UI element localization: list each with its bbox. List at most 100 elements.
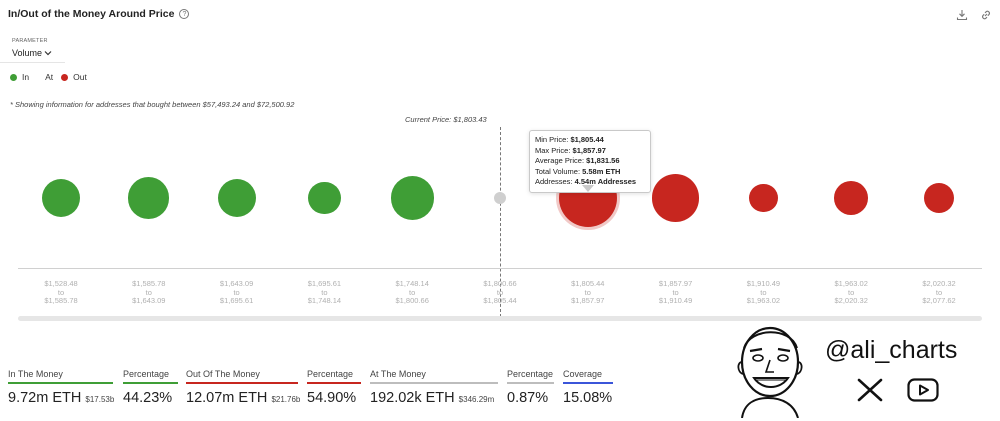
address-range-note: * Showing information for addresses that… — [10, 100, 295, 109]
bubble-in[interactable] — [128, 177, 170, 219]
bubble-in[interactable] — [217, 179, 256, 217]
youtube-play-icon[interactable] — [907, 378, 939, 402]
stat-label: Percentage — [307, 369, 354, 379]
bubble-out[interactable] — [652, 174, 700, 222]
price-range-label: $1,963.02 to $2,020.32 — [816, 279, 886, 306]
stat-value: 44.23% — [123, 390, 173, 406]
bubble-at[interactable] — [493, 191, 507, 205]
legend-out-dot — [61, 73, 69, 81]
stat-value: 12.07m ETH $21.76b — [186, 390, 301, 406]
price-range-label: $1,805.44 to $1,857.97 — [553, 279, 623, 306]
stat-at-the-money: At The Money 192.02k ETH $346.29m — [370, 369, 498, 406]
range-from: $1,805.44 — [571, 279, 605, 288]
bubble-out[interactable] — [748, 183, 778, 213]
range-from: $1,857.97 — [658, 279, 693, 288]
bubble-in[interactable] — [390, 176, 434, 220]
price-range-label: $1,910.49 to $1,963.02 — [728, 279, 798, 306]
parameter-value: Volume — [12, 48, 43, 58]
price-range-label: $2,020.32 to $2,077.62 — [904, 279, 974, 306]
stat-coverage: Coverage 15.08% — [563, 369, 613, 406]
tooltip-max-row: Max Price: $1,857.97 — [535, 145, 606, 155]
bubble-in[interactable] — [42, 179, 80, 217]
price-range-label: $1,585.78 to $1,643.09 — [114, 279, 184, 306]
stat-label: Percentage — [507, 369, 554, 379]
chart-scrollbar[interactable] — [18, 316, 982, 321]
range-joiner: to — [584, 287, 591, 297]
bubble-in[interactable] — [308, 181, 341, 215]
legend: In At Out — [10, 72, 87, 82]
bubble-out[interactable] — [834, 181, 869, 215]
stat-label: At The Money — [370, 369, 426, 379]
link-icon[interactable] — [980, 9, 992, 21]
current-price-label: Current Price: $1,803.43 — [405, 115, 487, 124]
stat-label: Coverage — [563, 369, 603, 379]
tooltip-pointer — [582, 185, 594, 192]
range-to: $1,963.02 — [746, 296, 781, 305]
stat-rule — [8, 382, 113, 384]
chevron-down-icon — [44, 51, 52, 56]
bubble-tooltip: Min Price: $1,805.44 Max Price: $1,857.9… — [529, 130, 651, 193]
range-from: $1,800.66 — [483, 279, 517, 288]
legend-out-label: Out — [73, 72, 87, 82]
range-joiner: to — [233, 287, 240, 297]
download-icon[interactable] — [956, 9, 968, 21]
stat-in-the-money: In The Money 9.72m ETH $17.53b — [8, 369, 115, 406]
range-to: $2,020.32 — [834, 296, 868, 305]
page-title: In/Out of the Money Around Price — [8, 8, 175, 20]
legend-at[interactable]: At — [45, 72, 53, 82]
tooltip-avg-row: Average Price: $1,831.56 — [535, 156, 620, 165]
stat-value: 9.72m ETH $17.53b — [8, 390, 115, 406]
range-from: $1,910.49 — [746, 279, 781, 288]
title-row: In/Out of the Money Around Price ? — [8, 8, 190, 20]
parameter-label: PARAMETER — [12, 38, 48, 44]
range-joiner: to — [672, 287, 679, 297]
price-range-label: $1,800.66 to $1,805.44 — [465, 279, 535, 306]
legend-in-label: In — [22, 72, 30, 82]
range-joiner: to — [848, 287, 855, 297]
parameter-divider — [0, 62, 65, 63]
stat-rule — [563, 382, 613, 384]
range-joiner: to — [57, 287, 65, 297]
stat-rule — [123, 382, 178, 384]
range-to: $1,748.14 — [307, 296, 342, 305]
top-actions — [956, 9, 992, 21]
price-range-label: $1,528.48 to $1,585.78 — [26, 279, 96, 306]
stat-value: 54.90% — [307, 390, 357, 406]
price-range-label: $1,643.09 to $1,695.61 — [202, 279, 272, 306]
range-to: $1,585.78 — [44, 296, 78, 305]
tooltip-addresses-row: Addresses: 4.54m Addresses — [535, 177, 637, 186]
range-joiner: to — [760, 287, 767, 297]
stat-at-percentage: Percentage 0.87% — [507, 369, 554, 406]
parameter-dropdown[interactable]: Volume — [12, 48, 52, 58]
legend-in[interactable]: In — [10, 72, 29, 82]
stat-rule — [186, 382, 298, 384]
range-joiner: to — [321, 287, 328, 297]
stat-out-percentage: Percentage 54.90% — [307, 369, 361, 406]
range-from: $1,963.02 — [834, 279, 868, 288]
stat-label: Percentage — [123, 369, 170, 379]
price-range-label: $1,695.61 to $1,748.14 — [289, 279, 359, 306]
range-joiner: to — [496, 287, 504, 297]
branding: @ali_charts — [720, 318, 995, 418]
question-circle-icon[interactable]: ? — [179, 9, 190, 19]
range-from: $1,748.14 — [395, 279, 429, 288]
stat-value: 15.08% — [563, 390, 613, 406]
range-from: $1,585.78 — [132, 279, 166, 288]
bubble-out[interactable] — [923, 182, 955, 214]
chart-baseline — [18, 268, 982, 269]
author-handle: @ali_charts — [825, 336, 958, 364]
range-to: $1,800.66 — [395, 296, 429, 305]
range-to: $1,805.44 — [483, 296, 517, 305]
stat-rule — [370, 382, 498, 384]
range-joiner: to — [409, 287, 416, 297]
range-to: $2,077.62 — [922, 296, 956, 305]
price-range-label: $1,748.14 to $1,800.66 — [377, 279, 447, 306]
parameter-select[interactable]: PARAMETER Volume — [12, 38, 52, 58]
range-joiner: to — [935, 287, 943, 297]
range-from: $2,020.32 — [922, 279, 956, 288]
x-logo-icon[interactable] — [857, 378, 883, 402]
range-to: $1,643.09 — [132, 296, 166, 305]
tooltip-volume-row: Total Volume: 5.58m ETH — [535, 166, 621, 176]
caricature-portrait-icon — [737, 326, 803, 418]
legend-out[interactable]: Out — [61, 72, 87, 82]
